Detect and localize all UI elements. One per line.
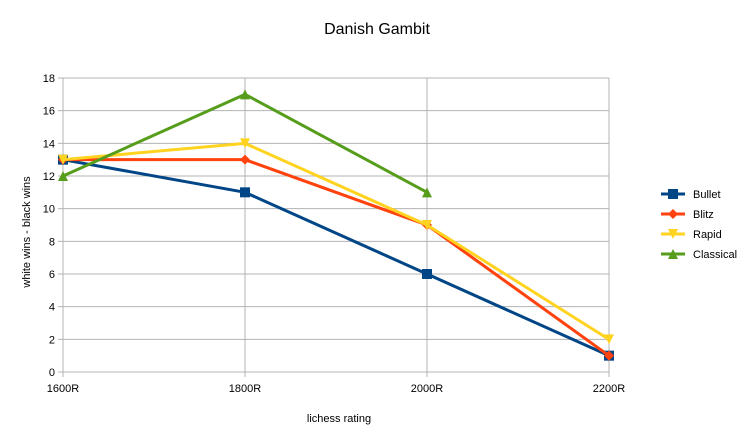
series-line-rapid	[62, 141, 610, 341]
legend-label: Rapid	[693, 229, 722, 241]
legend-item-classical: Classical	[661, 249, 737, 261]
series-classical	[58, 89, 432, 198]
y-tick-label: 10	[43, 204, 55, 216]
axes	[58, 77, 610, 377]
series-rapid	[58, 138, 614, 345]
y-tick-label: 12	[43, 171, 55, 183]
chart-title: Danish Gambit	[324, 21, 430, 38]
legend-label: Blitz	[693, 209, 714, 221]
data-point-bullet	[422, 269, 432, 279]
legend-item-bullet: Bullet	[661, 189, 721, 201]
legend-marker	[668, 209, 678, 219]
legend-item-blitz: Blitz	[661, 209, 714, 221]
data-point-rapid	[58, 154, 68, 165]
x-tick-label: 2000R	[411, 383, 443, 395]
series-line-blitz	[63, 158, 610, 357]
legend-item-rapid: Rapid	[661, 229, 722, 241]
series-line-bullet	[62, 158, 610, 358]
x-axis-label: lichess rating	[307, 413, 371, 425]
y-tick-label: 6	[49, 269, 55, 281]
data-point-blitz	[240, 154, 250, 165]
y-tick-label: 8	[49, 236, 55, 248]
y-tick-label: 16	[43, 106, 55, 118]
legend-marker	[668, 249, 678, 259]
y-tick-label: 2	[49, 334, 55, 346]
y-axis-label: white wins - black wins	[21, 176, 33, 289]
y-tick-label: 0	[49, 367, 55, 379]
data-point-rapid	[240, 138, 250, 149]
x-tick-label: 1600R	[47, 383, 79, 395]
data-point-blitz	[604, 350, 614, 361]
y-tick-label: 18	[43, 73, 55, 85]
x-tick-label: 2200R	[593, 383, 625, 395]
data-point-classical	[422, 187, 432, 198]
data-point-classical	[240, 89, 250, 100]
legend-label: Classical	[693, 249, 737, 261]
data-point-rapid	[604, 334, 614, 345]
legend-marker	[668, 229, 678, 239]
data-point-rapid	[422, 220, 432, 230]
data-point-bullet	[240, 187, 250, 198]
gridlines	[62, 77, 610, 372]
series-group	[58, 89, 614, 361]
y-tick-label: 4	[49, 302, 55, 314]
legend: Bullet Blitz Rapid Classical	[661, 189, 737, 261]
y-tick-labels: 0 2 4 6 8 10 12 14 16 18	[43, 73, 55, 379]
x-tick-labels: 1600R 1800R 2000R 2200R	[47, 383, 625, 395]
data-point-classical	[58, 171, 68, 181]
legend-marker	[668, 189, 678, 199]
legend-label: Bullet	[693, 189, 721, 201]
y-tick-label: 14	[43, 138, 55, 150]
x-tick-label: 1800R	[229, 383, 261, 395]
